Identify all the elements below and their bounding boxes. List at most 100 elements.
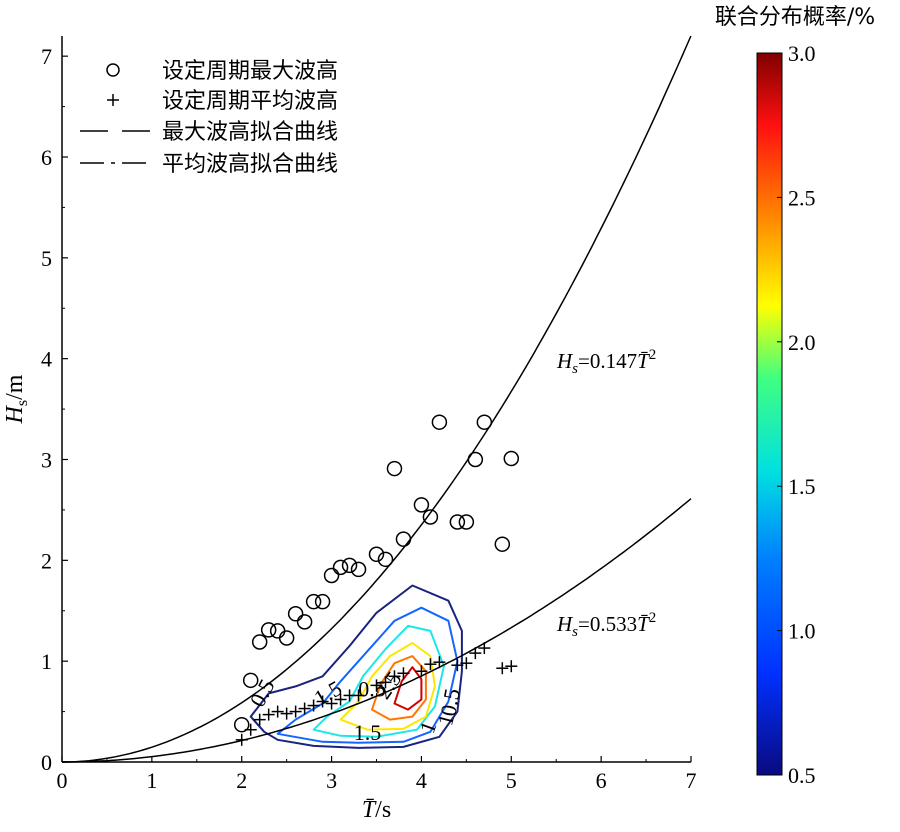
y-tick-label: 6 [41, 145, 52, 170]
max-wave-point [332, 559, 349, 576]
max-wave-point [377, 551, 394, 568]
fit-equation: Hs=0.533T̄2 [556, 610, 656, 640]
mean-wave-point [262, 708, 275, 721]
max-wave-point [350, 561, 367, 578]
max-wave-point [341, 557, 358, 574]
colorbar: 3.0 2.5 2.0 1.5 1.0 0.5 联合分布概率/% [715, 5, 875, 788]
data-points [233, 414, 520, 746]
x-tick-label: 3 [326, 768, 337, 793]
max-wave-point [287, 606, 304, 622]
max-wave-point [368, 546, 385, 563]
max-wave-point [233, 716, 250, 733]
x-tick-label: 5 [506, 768, 517, 793]
mean-wave-point [334, 693, 347, 706]
mean-wave-point [307, 699, 320, 712]
mean-wave-point [415, 665, 428, 678]
max-wave-point [305, 593, 322, 610]
max-wave-point [278, 630, 295, 646]
mean-wave-point [460, 657, 473, 670]
colorbar-tick-label: 2.0 [788, 330, 816, 355]
mean-wave-point [451, 659, 464, 672]
max-wave-point [431, 414, 448, 430]
y-tick-label: 2 [41, 548, 52, 573]
max-wave-point [314, 593, 331, 610]
max-wave-point [467, 451, 484, 468]
contour-2-0 [339, 642, 436, 731]
mean-wave-point [325, 697, 338, 710]
mean-wave-point [280, 707, 293, 720]
contour-label: 1.5 [354, 720, 382, 745]
fit-equation: Hs=0.147T̄2 [556, 347, 656, 377]
max-wave-point [413, 497, 430, 513]
max-wave-point [503, 450, 520, 467]
max-wave-point [449, 514, 466, 530]
legend-circle-marker [106, 63, 120, 77]
mean-wave-point [469, 647, 482, 660]
colorbar-tick-label: 1.5 [788, 474, 816, 499]
mean-wave-point [298, 702, 311, 715]
mean-wave-point [244, 723, 257, 736]
contour-1-5 [312, 624, 445, 738]
mean-wave-point [271, 705, 284, 718]
fit-curves: Hs=0.147T̄2 Hs=0.533T̄2 [62, 35, 692, 763]
contour-label: 0.5 [435, 687, 464, 718]
max-wave-point [296, 614, 313, 630]
x-tick-label: 1 [146, 768, 157, 793]
mean-wave-point [352, 689, 365, 702]
y-tick-label: 3 [41, 448, 52, 473]
colorbar-tick-label: 3.0 [788, 41, 816, 66]
legend-label: 平均波高拟合曲线 [162, 152, 338, 177]
fit-curve [62, 498, 692, 763]
colorbar-tick-label: 1.0 [788, 619, 816, 644]
colorbar-gradient [756, 52, 783, 776]
max-wave-point [386, 460, 403, 477]
max-wave-point [260, 622, 277, 638]
mean-wave-point [424, 658, 437, 671]
max-wave-point [323, 567, 340, 584]
y-axis-label: Hs/m [2, 374, 31, 424]
x-tick-label: 7 [686, 768, 697, 793]
mean-wave-point [370, 679, 383, 692]
legend-label: 设定周期平均波高 [162, 89, 338, 114]
y-tick-label: 5 [41, 246, 52, 271]
mean-wave-point [496, 662, 509, 675]
max-wave-point [476, 414, 493, 430]
mean-wave-point [505, 660, 518, 673]
mean-wave-point [289, 705, 302, 718]
colorbar-title: 联合分布概率/% [715, 5, 875, 30]
x-tick-label: 6 [596, 768, 607, 793]
mean-wave-point [478, 642, 491, 655]
mean-wave-point [253, 713, 266, 726]
contour-0-5 [249, 584, 463, 749]
fit-curve [62, 35, 692, 763]
y-tick-label: 1 [41, 649, 52, 674]
max-wave-point [242, 672, 259, 689]
mean-wave-point [379, 676, 392, 689]
contour-1-0 [276, 606, 459, 744]
max-wave-point [458, 514, 475, 530]
max-wave-point [251, 634, 268, 650]
colorbar-tick-label: 0.5 [788, 763, 816, 788]
mean-wave-point [388, 670, 401, 683]
mean-wave-point [397, 667, 410, 680]
x-axis-label: T̄/s [362, 797, 391, 823]
mean-wave-point [316, 695, 329, 708]
legend-plus-marker [107, 94, 119, 106]
max-wave-point [395, 531, 412, 547]
mean-wave-point [235, 733, 248, 746]
x-tick-label: 4 [416, 768, 427, 793]
y-tick-label: 7 [41, 44, 52, 69]
legend-label: 设定周期最大波高 [162, 59, 338, 84]
contour-label: 0.5 [245, 675, 280, 711]
x-tick-label: 2 [236, 768, 247, 793]
legend-label: 最大波高拟合曲线 [162, 120, 338, 145]
axes: 0 1 2 3 4 5 6 7 0 1 2 3 4 5 6 7 T̄/s Hs/m [2, 36, 697, 823]
max-wave-point [494, 536, 511, 552]
colorbar-tick-label: 2.5 [788, 185, 816, 210]
mean-wave-point [433, 656, 446, 669]
max-wave-point [269, 623, 286, 639]
contour-layer: 0.511.5 2.5 0.50.51.5 1 [245, 584, 465, 749]
contour-3-0 [393, 666, 423, 711]
